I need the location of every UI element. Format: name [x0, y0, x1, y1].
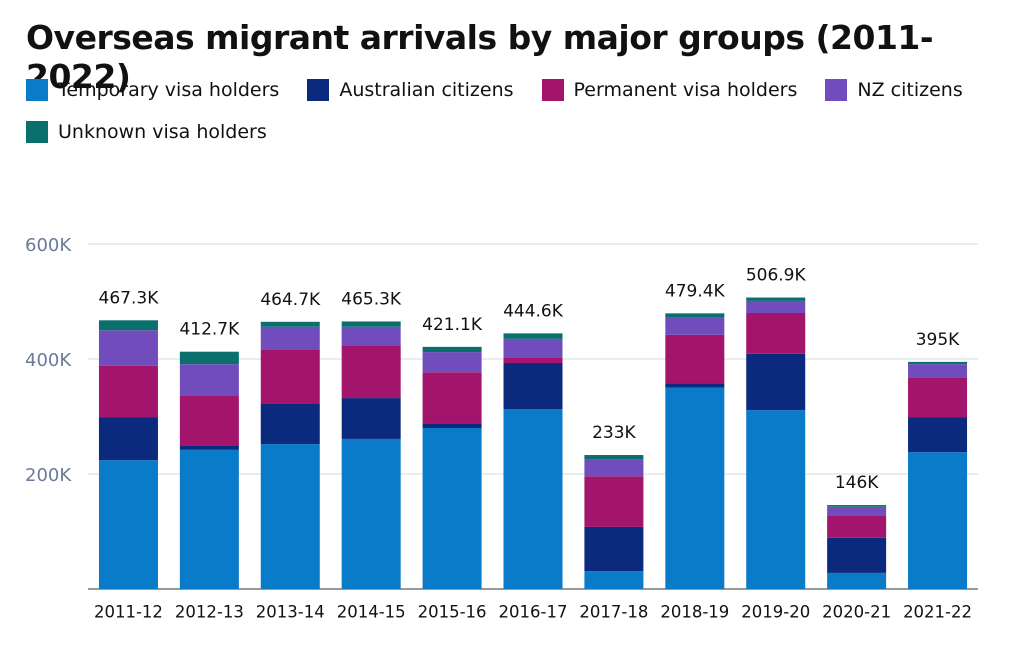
- legend-swatch: [541, 79, 564, 101]
- legend-label: Permanent visa holders: [573, 79, 798, 101]
- bar-segment: [260, 326, 320, 350]
- legend-label: NZ citizens: [857, 79, 963, 101]
- legend-swatch: [26, 121, 48, 143]
- bar-segment: [746, 410, 806, 589]
- bar-segment: [665, 313, 725, 318]
- bar-segment: [746, 353, 806, 411]
- bar-segment: [665, 334, 725, 384]
- bar-segment: [503, 409, 563, 589]
- legend-swatch: [825, 79, 848, 101]
- bar-segment: [98, 365, 158, 418]
- x-tick-label: 2015-16: [418, 603, 487, 622]
- bar-segment: [260, 321, 320, 327]
- x-tick-label: 2020-21: [822, 603, 891, 622]
- bar-segment: [422, 372, 482, 424]
- legend-label: Temporary visa holders: [58, 79, 280, 101]
- bar-segment: [827, 506, 887, 516]
- bar-segment: [341, 438, 401, 589]
- bar-segment: [665, 317, 725, 335]
- bar-segment: [503, 363, 563, 410]
- legend-item: Unknown visa holders: [26, 120, 267, 144]
- bar-segment: [908, 364, 968, 378]
- total-label: 467.3K: [99, 288, 160, 308]
- y-tick-label: 200K: [25, 465, 72, 486]
- bar-segment: [179, 445, 239, 450]
- bar-segment: [908, 361, 968, 365]
- bar-segment: [98, 460, 158, 589]
- total-label: 479.4K: [665, 281, 726, 301]
- bar-segment: [908, 452, 968, 589]
- bar-segment: [422, 352, 482, 373]
- legend-label: Australian citizens: [339, 79, 514, 101]
- bar-segment: [584, 476, 644, 527]
- bar-segment: [584, 571, 644, 589]
- bar-segment: [422, 423, 482, 428]
- bar-segment: [503, 338, 563, 358]
- total-label: 506.9K: [746, 266, 807, 286]
- x-tick-label: 2014-15: [337, 603, 406, 622]
- bar-segment: [422, 428, 482, 589]
- legend-item: Temporary visa holders: [26, 78, 279, 102]
- total-label: 395K: [916, 330, 960, 350]
- x-tick-label: 2012-13: [175, 603, 244, 622]
- bar-segment: [341, 345, 401, 399]
- total-label: 233K: [592, 423, 636, 443]
- bar-segment: [422, 346, 482, 353]
- total-label: 465.3K: [341, 289, 402, 309]
- total-label: 421.1K: [422, 315, 483, 335]
- bar-segment: [827, 505, 887, 507]
- total-label: 444.6K: [503, 301, 564, 321]
- bar-segment: [827, 515, 887, 538]
- total-label: 146K: [835, 473, 879, 493]
- bar-segment: [98, 330, 158, 366]
- total-label: 464.7K: [260, 290, 321, 310]
- bar-segment: [665, 387, 725, 589]
- legend-item: Permanent visa holders: [541, 78, 798, 102]
- bar-segment: [746, 297, 806, 301]
- bar-segment: [746, 313, 806, 354]
- legend-item: NZ citizens: [825, 78, 963, 102]
- bar-segment: [260, 349, 320, 404]
- bar-segment: [665, 383, 725, 388]
- y-tick-label: 400K: [25, 350, 72, 371]
- bar-segment: [746, 300, 806, 313]
- bar-segment: [98, 320, 158, 331]
- bar-segment: [179, 351, 239, 365]
- x-tick-label: 2016-17: [499, 603, 568, 622]
- x-tick-label: 2018-19: [660, 603, 729, 622]
- bar-segment: [179, 395, 239, 446]
- bar-segment: [179, 364, 239, 396]
- y-tick-label: 600K: [25, 235, 72, 256]
- bar-segment: [584, 459, 644, 477]
- x-tick-label: 2021-22: [903, 603, 972, 622]
- bar-segment: [260, 403, 320, 445]
- bar-segment: [503, 357, 563, 364]
- legend: Temporary visa holders Australian citizen…: [26, 78, 986, 144]
- bar-segment: [584, 455, 644, 460]
- x-tick-label: 2013-14: [256, 603, 325, 622]
- x-tick-label: 2017-18: [579, 603, 648, 622]
- legend-swatch: [26, 79, 48, 101]
- bar-segment: [827, 572, 887, 589]
- bar-segment: [98, 417, 158, 461]
- legend-item: Australian citizens: [307, 78, 514, 102]
- bar-segment: [341, 321, 401, 327]
- x-tick-label: 2011-12: [94, 603, 163, 622]
- bar-segment: [179, 449, 239, 589]
- chart-title: Overseas migrant arrivals by major group…: [26, 18, 934, 96]
- bar-segment: [584, 526, 644, 572]
- legend-label: Unknown visa holders: [58, 121, 267, 143]
- bar-segment: [341, 326, 401, 346]
- bar-segment: [827, 537, 887, 573]
- bar-segment: [908, 417, 968, 453]
- bar-segment: [341, 398, 401, 439]
- bar-segment: [503, 333, 563, 339]
- bar-segment: [260, 444, 320, 589]
- bar-segment: [908, 377, 968, 418]
- total-label: 412.7K: [179, 320, 240, 340]
- x-tick-label: 2019-20: [741, 603, 810, 622]
- legend-swatch: [307, 79, 330, 101]
